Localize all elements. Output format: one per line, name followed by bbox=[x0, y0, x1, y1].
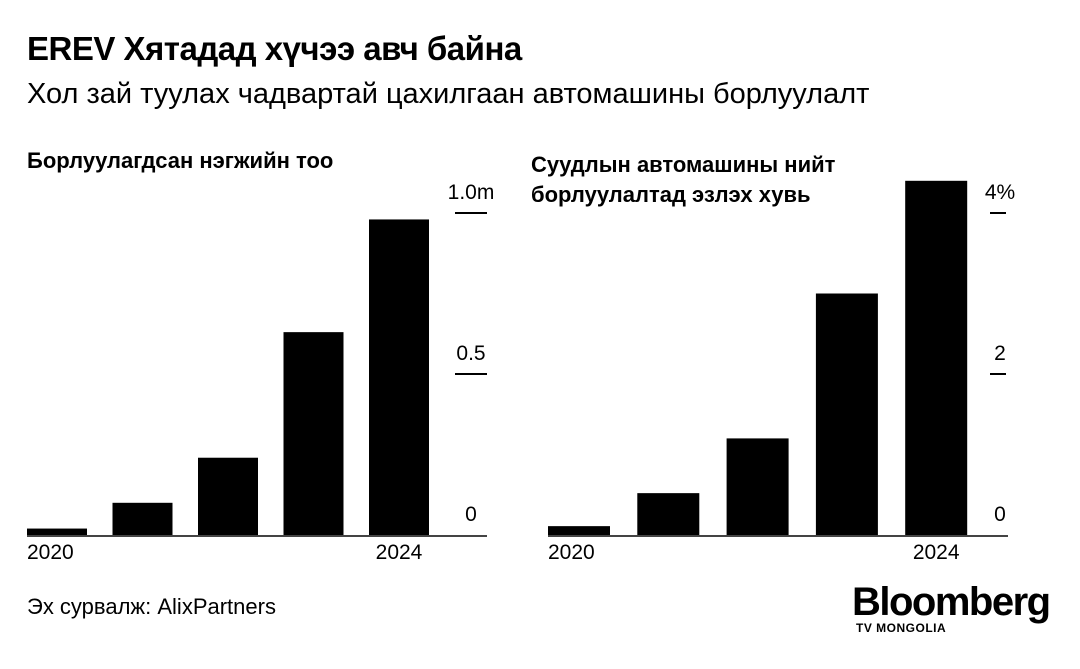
bar-2021 bbox=[112, 502, 173, 535]
bar-2024 bbox=[369, 219, 429, 535]
left-chart-title: Борлуулагдсан нэгжийн тоо bbox=[27, 148, 334, 173]
bar-2022 bbox=[726, 438, 789, 535]
y-tick-label: 0 bbox=[994, 503, 1006, 526]
bar-2023 bbox=[815, 293, 878, 535]
bar-2024 bbox=[905, 180, 968, 536]
bar-2023 bbox=[283, 332, 344, 535]
bar-2021 bbox=[637, 493, 700, 535]
y-tick-label: 1.0m bbox=[448, 181, 495, 204]
x-tick-label: 2020 bbox=[27, 541, 74, 564]
bar-2020 bbox=[548, 526, 610, 535]
page-subtitle: Хол зай туулах чадвартай цахилгаан автом… bbox=[27, 78, 870, 110]
x-tick-label: 2024 bbox=[376, 541, 423, 564]
x-tick-label: 2020 bbox=[548, 541, 595, 564]
bar-2022 bbox=[198, 457, 258, 535]
page-title: EREV Хятадад хүчээ авч байна bbox=[27, 30, 522, 67]
y-tick-label: 0.5 bbox=[456, 342, 485, 365]
bloomberg-logo-sub: TV MONGOLIA bbox=[856, 621, 947, 635]
y-tick-label: 4% bbox=[985, 181, 1015, 204]
bar-2020 bbox=[27, 528, 87, 535]
y-tick-label: 0 bbox=[465, 503, 477, 526]
bloomberg-logo: Bloomberg bbox=[852, 580, 1051, 624]
y-tick-label: 2 bbox=[994, 342, 1006, 365]
right-chart-title: Суудлын автомашины нийт борлуулалтад эзл… bbox=[531, 152, 836, 207]
source-note: Эх сурвалж: AlixPartners bbox=[27, 594, 276, 619]
x-tick-label: 2024 bbox=[913, 541, 960, 564]
